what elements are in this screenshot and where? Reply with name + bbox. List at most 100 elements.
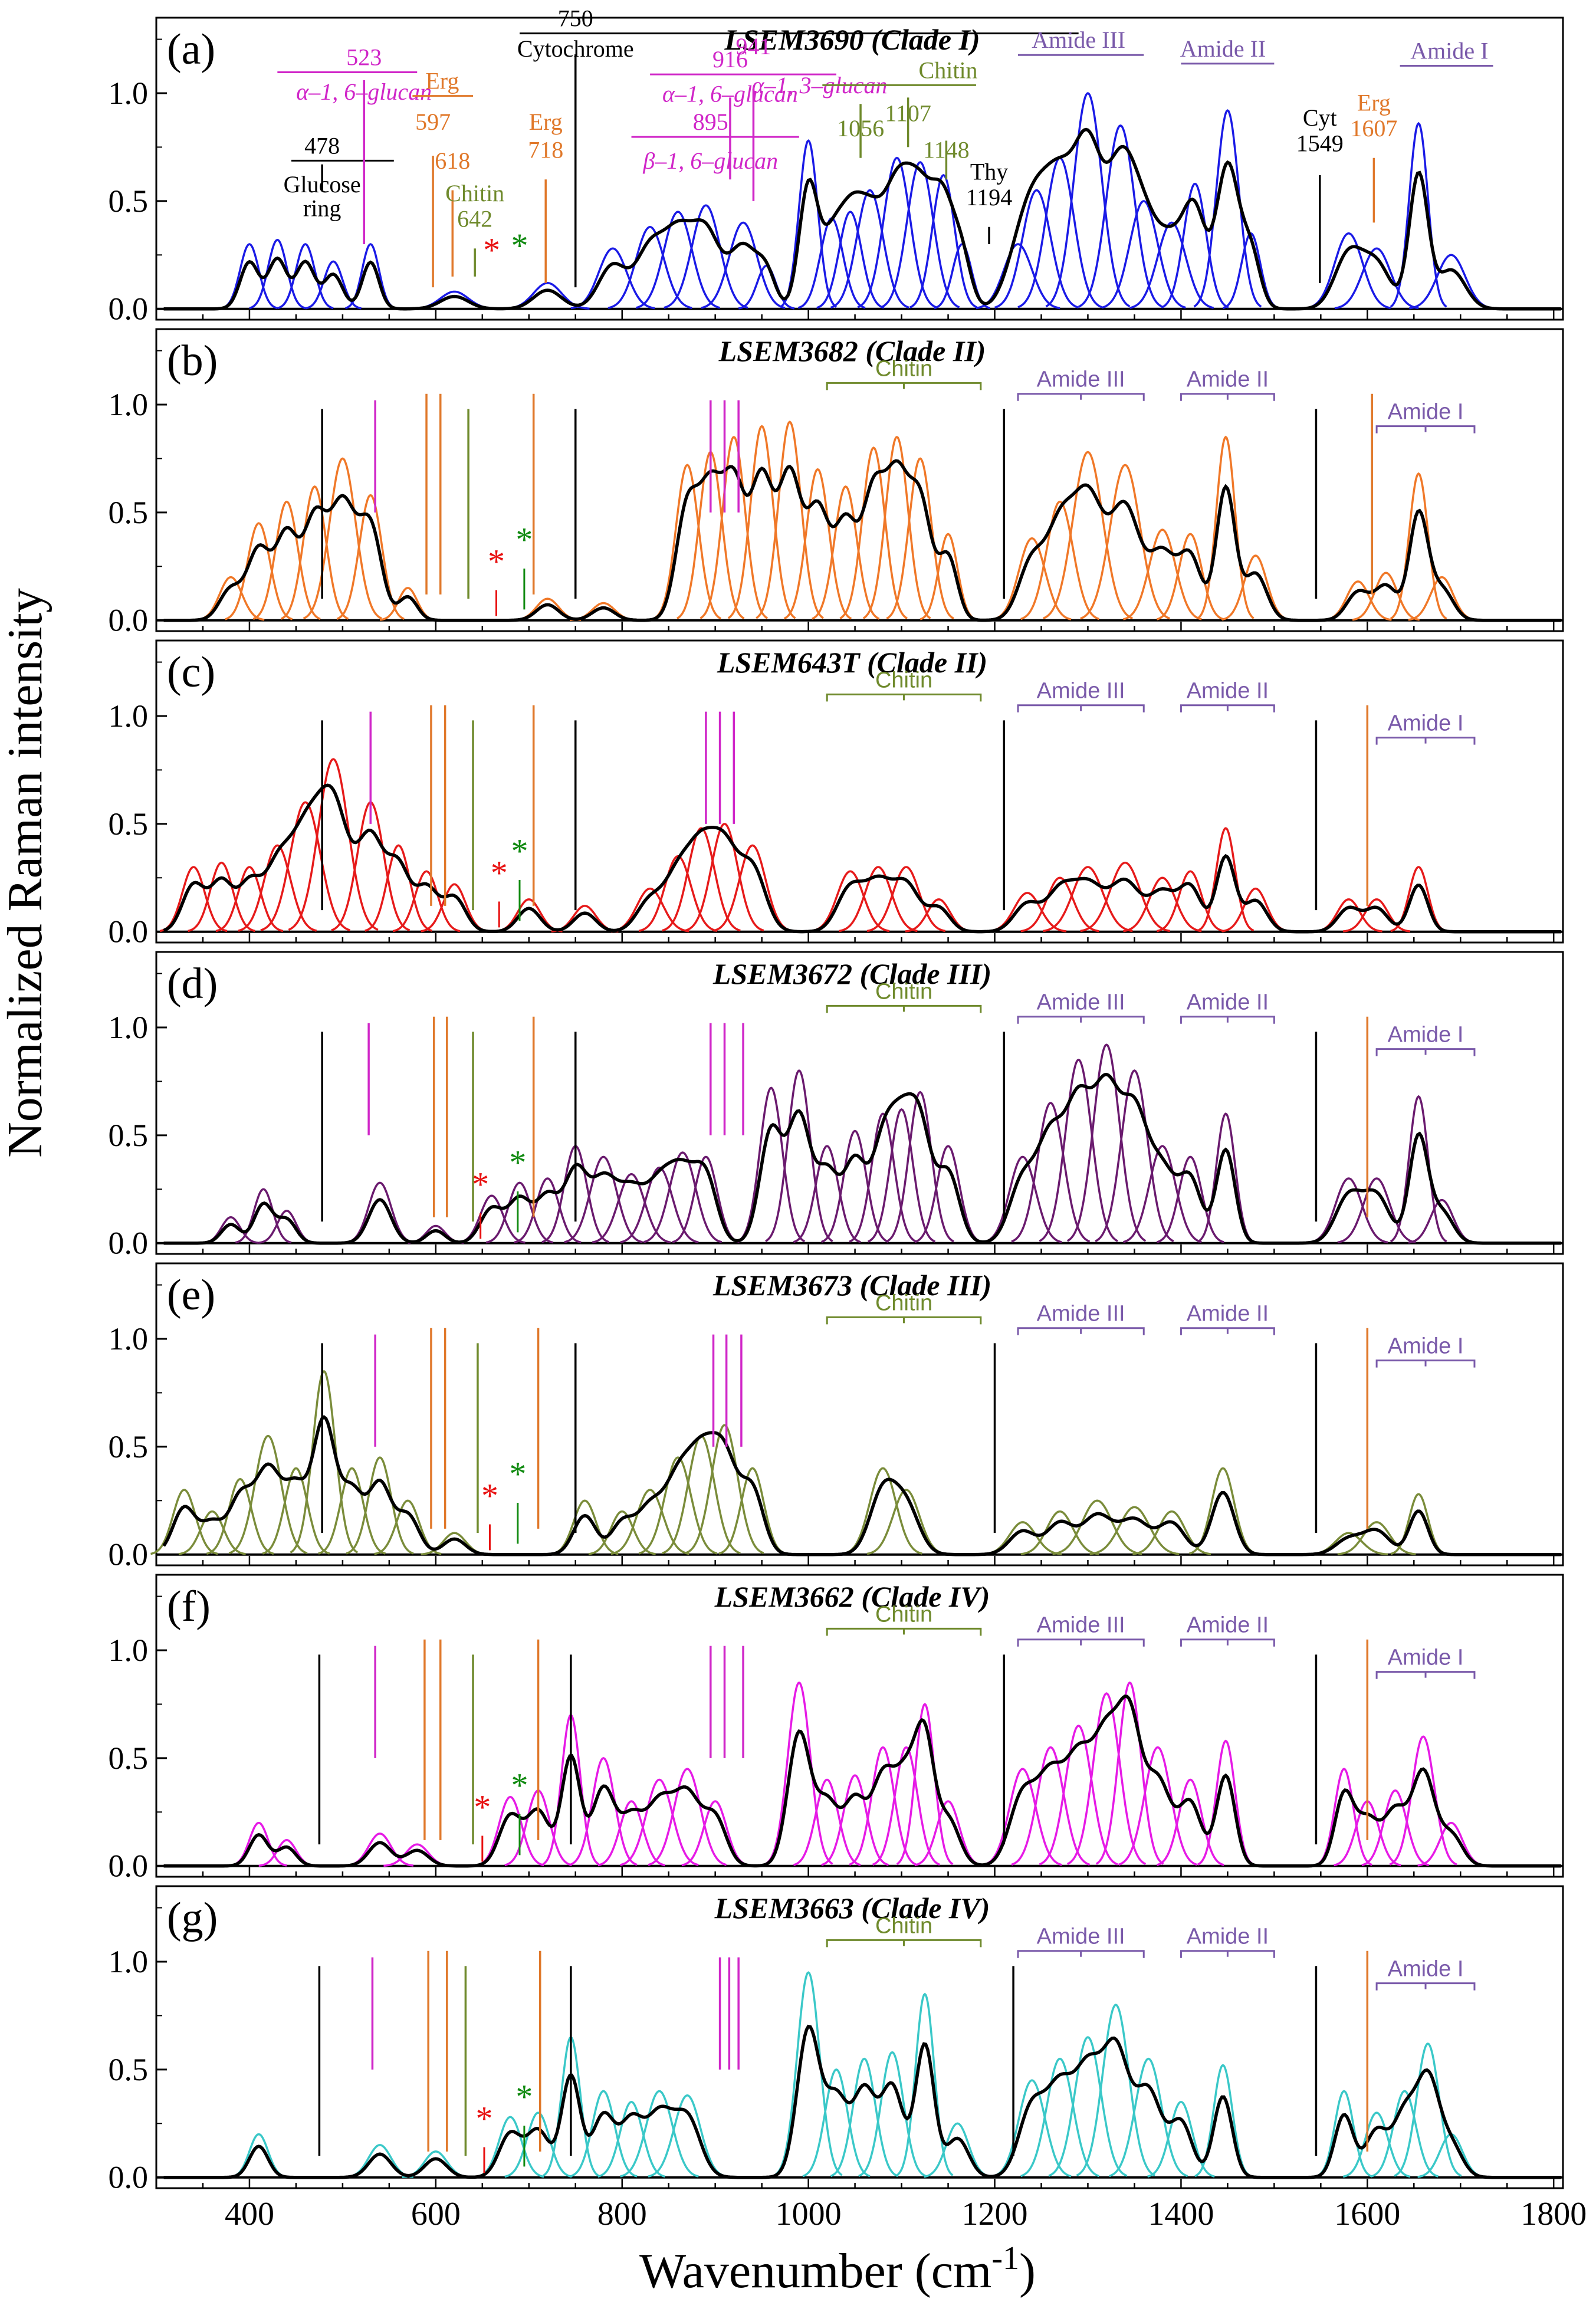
component-peak [635, 211, 721, 309]
fit-curve [163, 2024, 1561, 2179]
fit-curve [163, 127, 1561, 311]
component-peak [1078, 124, 1163, 308]
y-tick-label: 1.0 [109, 1633, 149, 1668]
component-peak [1020, 1510, 1099, 1555]
y-tick-label: 0.0 [109, 1537, 149, 1572]
component-peak [849, 1112, 917, 1243]
component-peak [569, 1757, 638, 1866]
panel-frame [155, 1574, 1564, 1878]
component-peak [495, 898, 563, 932]
panel-label: (e) [167, 1271, 215, 1319]
component-peak [514, 1177, 582, 1244]
amide-i-bracket [1375, 425, 1476, 434]
component-peak [983, 1768, 1062, 1866]
panel-title: LSEM3663 (Clade IV) [714, 1891, 990, 1925]
panel-5: 0.0 0.5 1.0 (f) LSEM3662 (Clade IV) * * Chitin A… [109, 1574, 1564, 1884]
annotation-orange: 597 [415, 109, 451, 135]
component-peak [1309, 1177, 1388, 1244]
panels: 0.0 0.5 1.0 (a) LSEM3690 (Clade I) 478 Glucose… [109, 5, 1587, 2232]
component-peak [713, 844, 792, 932]
annotation-orange: Erg [1357, 89, 1391, 116]
panel-frame [155, 1885, 1564, 2189]
component-peak [1129, 221, 1214, 309]
component-peak [318, 1467, 386, 1555]
annotation-purple: Amide II [1180, 35, 1266, 62]
component-peak [1039, 1725, 1118, 1866]
component-peak [1409, 254, 1493, 310]
component-peak [1011, 1746, 1091, 1866]
component-peak [1221, 554, 1289, 621]
component-peak [924, 2122, 991, 2178]
amide-iii-bracket [1017, 704, 1145, 712]
y-tick-label: 0.0 [109, 291, 149, 327]
component-peak [1161, 182, 1229, 309]
amide-iii-label: Amide III [1037, 1302, 1125, 1326]
component-peak [718, 1467, 787, 1555]
component-peak [1156, 1155, 1224, 1243]
chitin-bracket [826, 382, 982, 390]
x-tick-label: 1400 [1148, 2196, 1214, 2232]
component-peak [1315, 898, 1382, 932]
chitin-bracket [826, 1004, 982, 1013]
component-peak [976, 243, 1060, 310]
component-peak [992, 2079, 1072, 2178]
x-tick-label: 1600 [1334, 2196, 1400, 2232]
amide-iii-label: Amide III [1037, 367, 1125, 392]
annotation-orange: 718 [528, 137, 563, 163]
annotation-magenta: 916 [712, 46, 748, 73]
y-tick-label: 0.5 [109, 1741, 149, 1776]
component-peak [1011, 1102, 1091, 1243]
component-peak [774, 1971, 843, 2176]
y-axis-label: Normalized Raman intensity [0, 588, 52, 1158]
chitin-bracket [826, 1316, 982, 1325]
component-peak [830, 189, 909, 309]
panel-label: (a) [167, 25, 215, 74]
component-peak [866, 866, 946, 932]
annotation-black: Glucose [284, 171, 361, 198]
panel-title: LSEM643T (Clade II) [717, 646, 987, 679]
y-tick-label: 0.5 [109, 2052, 149, 2087]
component-peak [1147, 2100, 1215, 2178]
component-peak [994, 189, 1079, 309]
component-peak [597, 2100, 665, 2178]
component-peak [188, 861, 255, 932]
component-peak [816, 211, 885, 309]
y-tick-label: 0.5 [109, 1118, 149, 1153]
red-star-marker: * [483, 231, 500, 269]
annotation-black: 1194 [966, 184, 1013, 211]
component-peak [1222, 232, 1279, 309]
amide-ii-bracket [1180, 1950, 1275, 1958]
component-peak [886, 1091, 954, 1243]
component-peak [159, 866, 228, 932]
y-tick-label: 0.0 [109, 603, 149, 638]
amide-ii-label: Amide II [1187, 1613, 1269, 1638]
component-peak [231, 2133, 287, 2178]
amide-iii-bracket [1017, 1950, 1145, 1958]
component-peak [178, 1510, 246, 1555]
amide-i-bracket [1375, 1048, 1476, 1056]
y-tick-label: 0.5 [109, 806, 149, 842]
component-peak [1089, 1506, 1180, 1555]
component-peak [919, 533, 977, 620]
component-peak [811, 870, 890, 932]
panel-2: 0.0 0.5 1.0 (c) LSEM643T (Clade II) ** Chitin A… [109, 639, 1564, 950]
component-peak [1394, 2042, 1462, 2177]
component-peak [290, 1370, 359, 1554]
component-peak [402, 2150, 469, 2178]
panel-label: (b) [167, 337, 218, 385]
component-peak [843, 1467, 922, 1555]
component-peak [1123, 1145, 1202, 1243]
component-peak [346, 1456, 414, 1555]
component-peak [1390, 472, 1447, 620]
chitin-bracket [826, 1939, 982, 1948]
component-peak [569, 2090, 638, 2178]
component-peak [1337, 1521, 1416, 1555]
amide-ii-label: Amide II [1187, 990, 1269, 1015]
component-peak [252, 500, 321, 620]
panel-label: (d) [167, 960, 218, 1008]
component-peak [1342, 2111, 1411, 2178]
annotation-olive: Chitin [919, 57, 978, 83]
component-peak [1371, 2090, 1439, 2178]
component-peak [830, 2057, 898, 2178]
annotation-black: Cyt [1303, 104, 1337, 131]
